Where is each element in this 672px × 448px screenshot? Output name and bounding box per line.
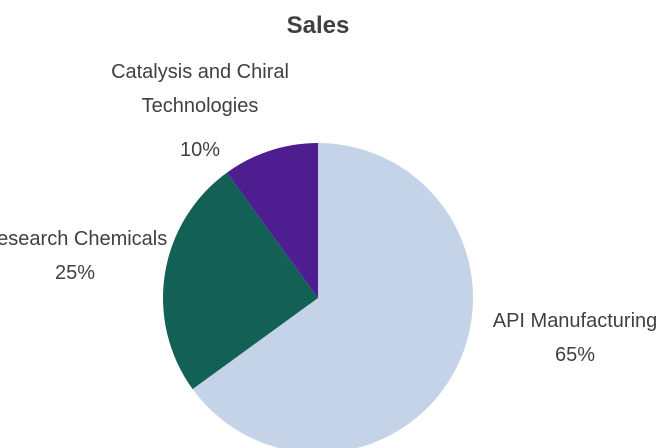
pie-slice	[192, 143, 473, 448]
slice-label: API Manufacturing 65%	[470, 304, 672, 372]
pie-slice	[226, 143, 318, 298]
pie-slice	[162, 172, 318, 390]
chart-title: Sales	[286, 12, 350, 39]
slice-label: Research Chemicals 25%	[0, 222, 170, 290]
category-label: API Manufacturing	[492, 310, 658, 332]
value-label: 65%	[554, 344, 596, 366]
category-label: Research Chemicals	[0, 228, 168, 250]
value-label: 25%	[54, 262, 96, 284]
slice-label: Catalysis and Chiral Technologies 10%	[80, 55, 320, 167]
value-label: 10%	[179, 139, 221, 161]
category-label: Catalysis and Chiral Technologies	[111, 61, 289, 117]
